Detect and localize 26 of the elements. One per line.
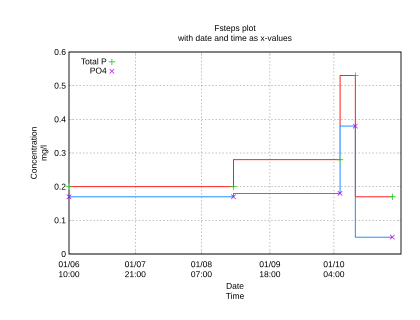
point [352,123,358,129]
legend-label: PO4 [90,68,106,74]
y-tick-label: 0.2 [54,184,66,190]
chart-title: Fsteps plot [214,24,256,33]
y-tick-label: 0.6 [54,49,66,55]
x-tick-label: 01/08 07:00 [191,261,212,278]
y-tick-label: 0 [62,251,66,257]
chart-subtitle: with date and time as x-values [178,34,292,42]
point [230,183,237,190]
x-tick-label: 01/07 21:00 [125,261,146,278]
point [352,72,359,80]
legend-label: Total P [81,58,106,64]
x-tick-label: 01/09 18:00 [260,261,280,278]
point [388,193,396,200]
x-axis-title: Date Time [226,283,244,299]
point [336,156,344,164]
y-tick-label: 0.4 [54,116,66,122]
point [230,194,236,200]
point [390,234,395,240]
y-axis-title: Concentration mg/l [30,127,48,179]
point [337,190,343,196]
y-tick-label: 0.5 [54,82,66,89]
y-tick-label: 0.3 [54,150,66,156]
y-tick-label: 0.1 [54,217,66,224]
x-tick-label: 01/10 04:00 [324,261,344,278]
x-tick-label: 01/06 10:00 [58,261,80,278]
